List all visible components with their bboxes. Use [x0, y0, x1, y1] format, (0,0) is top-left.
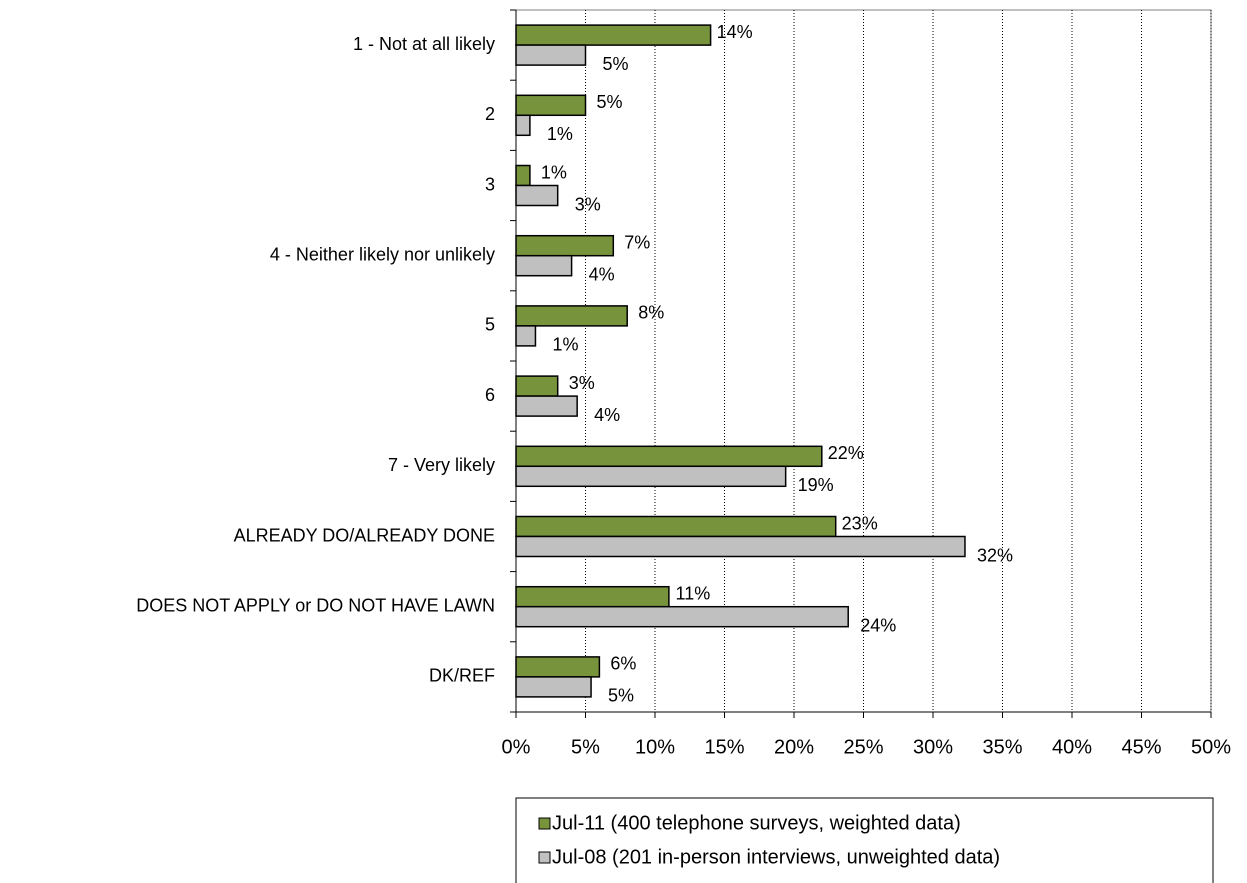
bar: [515, 676, 592, 698]
x-tick-label: 25%: [843, 736, 883, 758]
data-label: 19%: [798, 475, 834, 495]
data-label: 32%: [977, 545, 1013, 565]
bar: [515, 184, 559, 207]
y-tick-label: ALREADY DO/ALREADY DONE: [234, 525, 495, 545]
data-label: 5%: [608, 686, 634, 706]
bar: [515, 254, 573, 277]
data-label: 22%: [828, 443, 864, 463]
data-label: 8%: [638, 303, 664, 323]
y-tick-label: 1 - Not at all likely: [353, 34, 495, 54]
data-label: 14%: [717, 22, 753, 42]
data-label: 11%: [676, 583, 711, 603]
data-label: 1%: [547, 124, 573, 144]
data-label: 1%: [552, 335, 578, 355]
data-label: 4%: [589, 264, 615, 284]
bar: [515, 535, 966, 558]
data-label: 5%: [602, 54, 628, 74]
x-tick-label: 20%: [774, 736, 814, 758]
x-tick-label: 15%: [704, 736, 744, 758]
bar: [515, 234, 615, 257]
bar: [515, 656, 601, 678]
legend-label: Jul-08 (201 in-person interviews, unweig…: [552, 846, 1000, 868]
bar: [515, 375, 559, 397]
data-label: 3%: [575, 194, 601, 214]
bar: [515, 164, 531, 187]
data-label: 24%: [860, 615, 896, 635]
data-label: 4%: [594, 405, 620, 425]
x-tick-label: 0%: [502, 736, 531, 758]
y-tick-label: 6: [485, 385, 495, 405]
bar: [515, 44, 587, 66]
y-tick-label: 7 - Very likely: [388, 455, 495, 475]
x-tick-label: 50%: [1191, 736, 1231, 758]
bar: [515, 94, 587, 117]
x-tick-label: 35%: [982, 736, 1022, 758]
x-tick-label: 5%: [571, 736, 600, 758]
x-tick-label: 10%: [635, 736, 675, 758]
y-tick-label: 2: [485, 104, 495, 124]
bar: [515, 465, 787, 488]
bar: [515, 515, 837, 538]
x-tick-label: 45%: [1121, 736, 1161, 758]
bar: [515, 585, 670, 608]
y-tick-label: DK/REF: [429, 666, 495, 686]
legend-box: [515, 797, 1214, 883]
legend-swatch: [538, 817, 551, 830]
data-label: 1%: [541, 162, 567, 182]
x-tick-label: 40%: [1052, 736, 1092, 758]
legend-label: Jul-11 (400 telephone surveys, weighted …: [552, 812, 961, 834]
legend-swatch: [538, 851, 551, 864]
bar: [515, 605, 849, 628]
bar: [515, 325, 537, 347]
bar: [515, 395, 578, 417]
bar: [515, 305, 628, 327]
data-label: 5%: [596, 92, 622, 112]
x-tick-label: 30%: [913, 736, 953, 758]
y-tick-label: 5: [485, 315, 495, 335]
bar: [515, 114, 531, 137]
data-label: 3%: [569, 373, 595, 393]
y-tick-label: 4 - Neither likely nor unlikely: [270, 244, 495, 264]
data-label: 23%: [842, 513, 878, 533]
y-tick-label: DOES NOT APPLY or DO NOT HAVE LAWN: [136, 595, 495, 615]
bar: [515, 445, 823, 468]
data-label: 6%: [610, 654, 636, 674]
bar: [515, 24, 712, 46]
data-label: 7%: [624, 232, 650, 252]
y-tick-label: 3: [485, 174, 495, 194]
